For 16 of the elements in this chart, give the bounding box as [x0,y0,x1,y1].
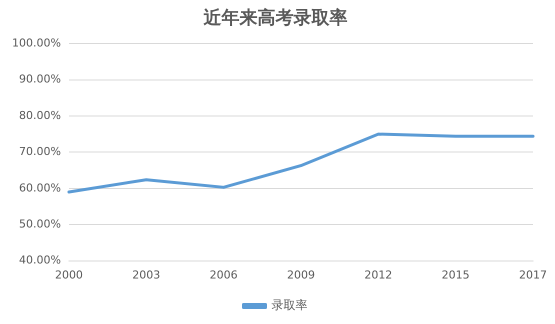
legend-label: 录取率 [272,298,308,312]
x-tick-label: 2017 [519,268,548,282]
x-tick-label: 2009 [286,268,315,282]
x-tick-label: 2003 [132,268,160,282]
x-tick-label: 2012 [364,268,392,282]
y-tick-label: 50.00% [18,217,61,230]
x-tick-label: 2006 [210,268,238,282]
y-tick-label: 60.00% [18,181,61,194]
y-tick-label: 100.00% [12,36,61,50]
y-tick-label: 70.00% [18,145,61,158]
y-tick-label: 90.00% [18,72,61,86]
y-tick-label: 40.00% [18,254,61,267]
y-tick-label: 80.00% [18,108,61,122]
chart-title: 近年来高考录取率 [202,7,348,28]
x-tick-label: 2015 [442,268,470,282]
x-tick-label: 2000 [54,268,83,282]
